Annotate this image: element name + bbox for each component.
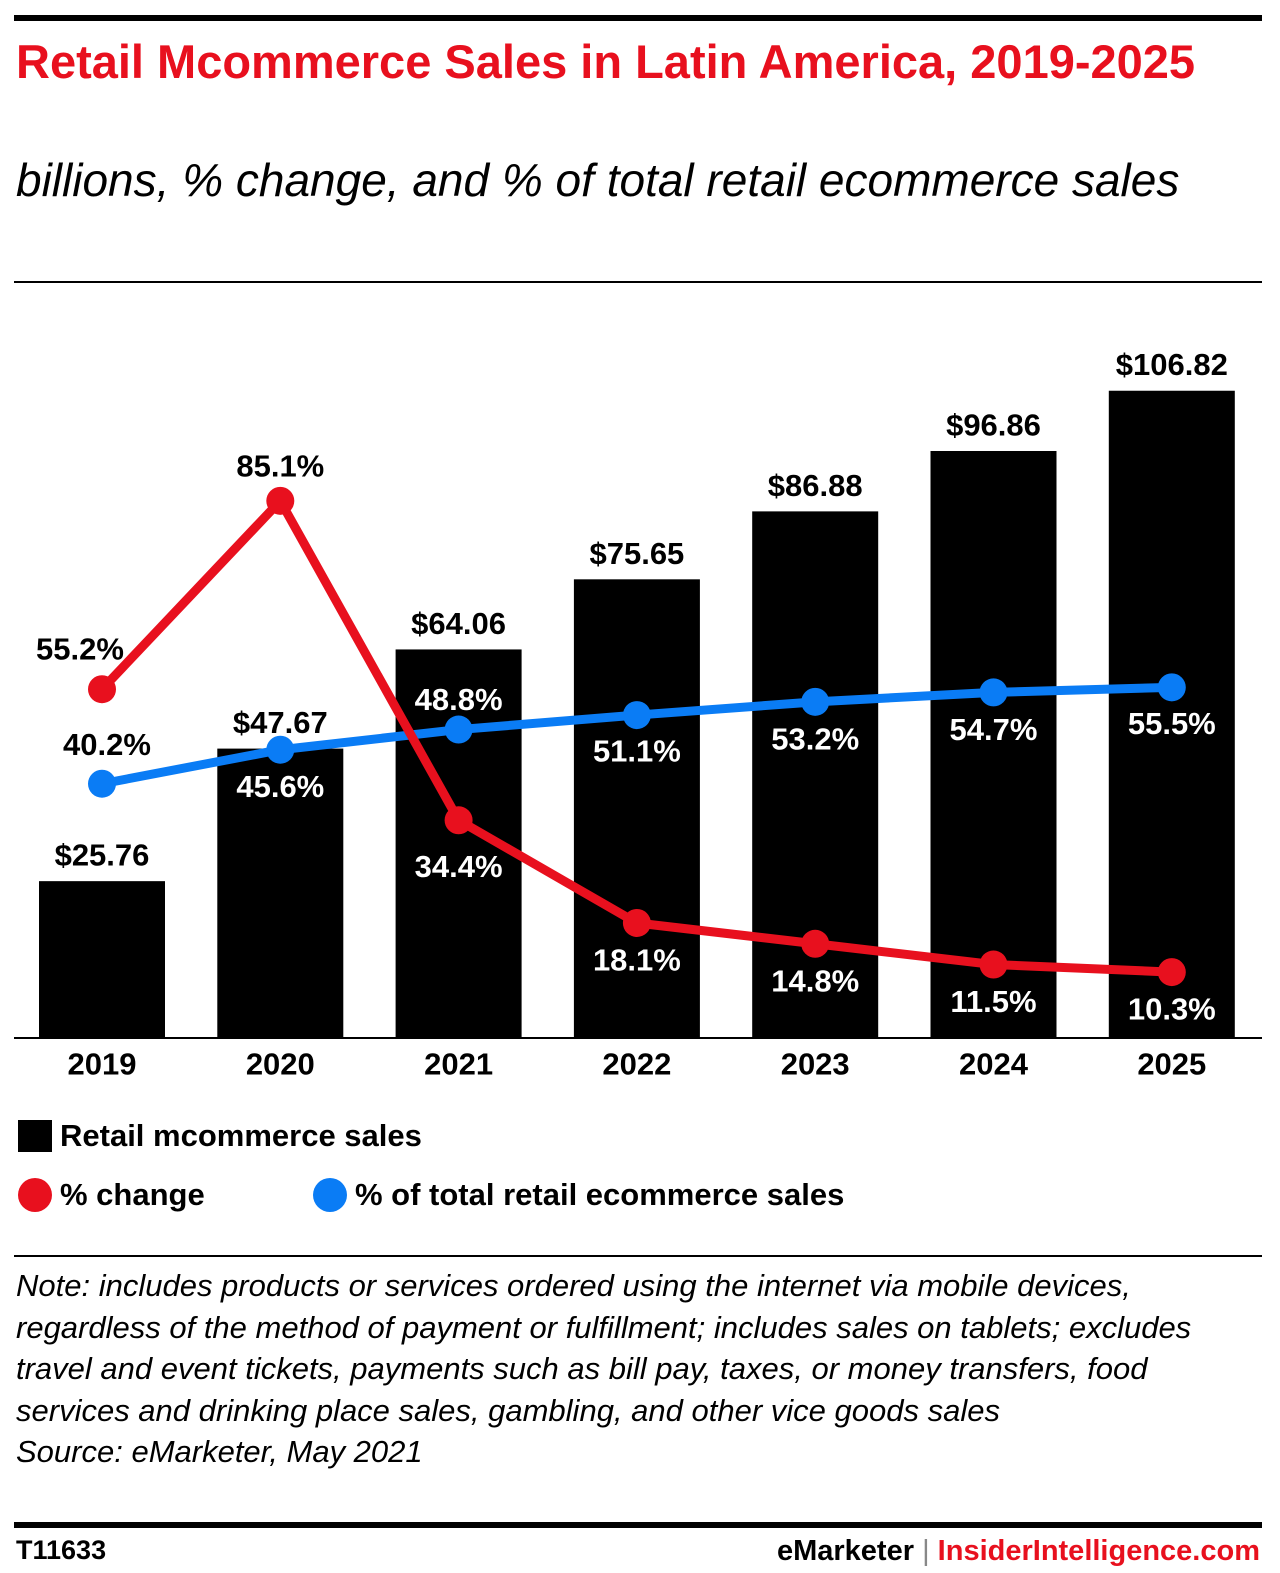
share-point-2025 [1157, 673, 1186, 702]
legend-label: Retail mcommerce sales [60, 1118, 422, 1153]
change-label-2022: 18.1% [593, 942, 681, 977]
x-tick-label-2025: 2025 [1137, 1047, 1206, 1082]
legend-item-share: % of total retail ecommerce sales [313, 1177, 844, 1213]
chart-title: Retail Mcommerce Sales in Latin America,… [16, 35, 1196, 88]
bar-label-2021: $64.06 [411, 606, 506, 641]
source-text: Source: eMarketer, May 2021 [16, 1434, 423, 1470]
bottom-rule [14, 1522, 1262, 1528]
note-text: Note: includes products or services orde… [16, 1268, 1192, 1428]
x-tick-label-2024: 2024 [959, 1047, 1029, 1082]
footer-brand: eMarketer | InsiderIntelligence.com [777, 1535, 1260, 1568]
bar-label-2022: $75.65 [589, 536, 684, 571]
change-point-2025 [1157, 958, 1186, 987]
share-label-2021: 48.8% [415, 682, 503, 717]
change-point-2023 [801, 929, 830, 958]
legend-item-bar: Retail mcommerce sales [18, 1118, 422, 1154]
legend-swatch-share [313, 1178, 347, 1212]
bar-label-2025: $106.82 [1116, 347, 1228, 382]
legend-swatch-change [18, 1178, 52, 1212]
change-label-2021: 34.4% [415, 849, 503, 884]
change-point-2022 [622, 908, 651, 937]
legend-item-change: % change [18, 1177, 205, 1213]
change-point-2021 [444, 806, 473, 835]
change-label-2024: 11.5% [950, 984, 1036, 1019]
x-tick-label-2020: 2020 [246, 1047, 315, 1082]
share-point-2019 [88, 769, 116, 798]
chart-area: $25.76 $47.67 $64.06 $75.65 $86.88 $96.86 $106… [14, 347, 1262, 1082]
bar-2020 [217, 748, 344, 1037]
x-tick-label-2022: 2022 [602, 1047, 671, 1082]
bar-label-2024: $96.86 [946, 407, 1041, 442]
change-label-2025: 10.3% [1128, 992, 1216, 1027]
share-label-2019: 40.2% [63, 727, 151, 762]
brand-insider: InsiderIntelligence.com [937, 1535, 1260, 1567]
share-point-2024 [979, 678, 1008, 707]
share-label-2024: 54.7% [950, 712, 1038, 747]
share-label-2020: 45.6% [236, 769, 324, 804]
bar-2019 [39, 881, 165, 1037]
legend-label: % change [60, 1177, 205, 1212]
brand-emarketer: eMarketer [776, 1535, 914, 1567]
share-label-2023: 53.2% [771, 721, 859, 756]
change-point-2020 [266, 486, 295, 515]
legend-swatch-bar [18, 1120, 52, 1152]
share-point-2022 [622, 701, 651, 730]
chart-subtitle: billions, % change, and % of total retai… [16, 154, 1180, 206]
change-point-2019 [88, 675, 116, 704]
share-point-2023 [801, 687, 830, 716]
note-block: Note: includes products or services orde… [16, 1265, 1266, 1473]
share-point-2021 [444, 715, 473, 744]
chart-id: T11633 [16, 1535, 107, 1565]
change-label-2023: 14.8% [771, 963, 859, 998]
note-rule [14, 1255, 1262, 1257]
share-label-2022: 51.1% [593, 734, 681, 769]
bar-label-2019: $25.76 [55, 838, 150, 873]
legend-label: % of total retail ecommerce sales [355, 1177, 845, 1212]
brand-separator: | [922, 1535, 930, 1567]
change-label-2019: 55.2% [36, 632, 124, 667]
x-tick-label-2023: 2023 [781, 1047, 850, 1082]
top-rule [14, 15, 1262, 21]
x-tick-label-2021: 2021 [424, 1047, 493, 1082]
change-label-2020: 85.1% [236, 448, 324, 483]
header-rule [14, 281, 1262, 283]
share-point-2020 [266, 735, 295, 764]
bar-2025 [1108, 390, 1235, 1037]
share-label-2025: 55.5% [1128, 706, 1216, 741]
bar-2023 [752, 511, 879, 1038]
change-point-2024 [979, 950, 1008, 979]
x-tick-label-2019: 2019 [68, 1047, 137, 1082]
bar-label-2023: $86.88 [768, 468, 863, 503]
bar-2024 [930, 450, 1057, 1037]
bar-label-2020: $47.67 [233, 705, 328, 740]
bar-2022 [573, 579, 700, 1037]
